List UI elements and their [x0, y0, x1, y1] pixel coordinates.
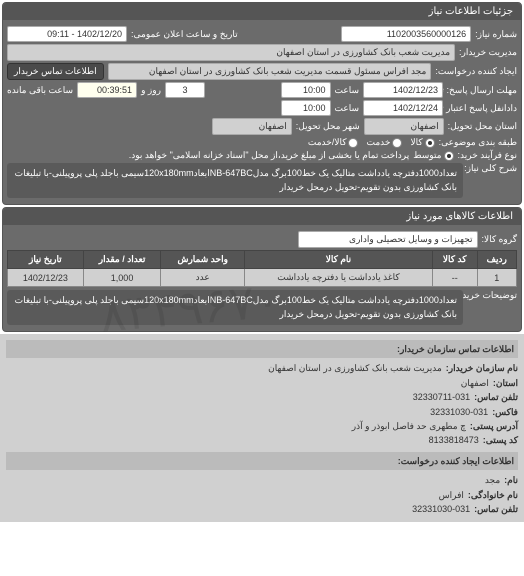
- remaining-label: ساعت باقی مانده: [7, 85, 73, 96]
- creator-family-value: افراس: [439, 488, 464, 502]
- buyer-mgmt-field: مدیریت شعب بانک کشاورزی در استان اصفهان: [7, 44, 455, 61]
- address-value: چ مطهری حد فاصل ابوذر و آذر: [352, 419, 466, 433]
- radio-khedmat-label: خدمت: [366, 137, 390, 148]
- delivery-city-label: شهر محل تحویل:: [296, 121, 360, 132]
- table-row[interactable]: 1--کاغذ یادداشت یا دفترچه یادداشتعدد1,00…: [8, 269, 517, 287]
- table-header: تعداد / مقدار: [83, 251, 161, 269]
- table-cell: 1,000: [83, 269, 161, 287]
- postal-label: کد پستی:: [483, 433, 518, 447]
- delivery-state-label: استان محل تحویل:: [448, 121, 517, 132]
- days-field: 3: [165, 82, 205, 98]
- creator-name-value: مجد: [485, 473, 500, 487]
- radio-khedmat[interactable]: خدمت: [366, 137, 402, 148]
- table-header: واحد شمارش: [161, 251, 245, 269]
- budget-label: طبقه بندی موضوعی:: [439, 137, 517, 148]
- radio-kala-khedmat[interactable]: کالا/خدمت: [308, 137, 359, 148]
- main-panel-header[interactable]: جزئیات اطلاعات نیاز: [3, 3, 521, 20]
- state-value: اصفهان: [461, 376, 489, 390]
- buyer-note-text: تعداد1000دفترچه یادداشت متالیک یک خط100ب…: [7, 290, 463, 325]
- contact-panel-header: اطلاعات تماس سازمان خریدار:: [6, 340, 518, 358]
- table-cell: 1: [477, 269, 517, 287]
- table-header: تاریخ نیاز: [8, 251, 84, 269]
- org-value: مدیریت شعب بانک کشاورزی در استان اصفهان: [268, 361, 442, 375]
- category-radio-group: کالا خدمت کالا/خدمت: [308, 137, 435, 148]
- creator-name-label: نام:: [504, 473, 518, 487]
- creator-phone-label: تلفن تماس:: [474, 502, 518, 516]
- exec-time: 10:00: [281, 100, 331, 116]
- table-cell: کاغذ یادداشت یا دفترچه یادداشت: [244, 269, 432, 287]
- table-header: کد کالا: [432, 251, 477, 269]
- deadline-time: 10:00: [281, 82, 331, 98]
- delivery-city: اصفهان: [212, 118, 292, 135]
- time-label-2: ساعت: [335, 103, 360, 114]
- creator-family-label: نام خانوادگی:: [468, 488, 518, 502]
- buyer-note-label: توضیحات خریدار:: [467, 290, 517, 301]
- creator-field: مجد افراس مسئول قسمت مدیریت شعب بانک کشا…: [108, 63, 432, 80]
- table-header: نام کالا: [244, 251, 432, 269]
- exec-date: 1402/12/24: [363, 100, 443, 116]
- table-header: ردیف: [477, 251, 517, 269]
- radio-kala[interactable]: کالا: [410, 137, 434, 148]
- radio-kala-khedmat-label: کالا/خدمت: [308, 137, 347, 148]
- fax-value: 32331030-031: [430, 405, 488, 419]
- phone-label: تلفن تماس:: [474, 390, 518, 404]
- goods-table: ردیفکد کالانام کالاواحد شمارشتعداد / مقد…: [7, 250, 517, 287]
- state-label: استان:: [493, 376, 518, 390]
- datetime-field: 1402/12/20 - 09:11: [7, 26, 127, 42]
- procure-label: نوع فرآیند خرید:: [458, 150, 518, 161]
- radio-mid[interactable]: متوسط: [413, 150, 453, 161]
- buyer-contact-button[interactable]: اطلاعات تماس خریدار: [7, 63, 104, 80]
- group-field: تجهیزات و وسایل تحصیلی واداری: [298, 231, 478, 248]
- number-label: شماره نیاز:: [475, 29, 517, 40]
- remaining-time: 00:39:51: [97, 85, 132, 95]
- delivery-state: اصفهان: [364, 118, 444, 135]
- deadline-label: مهلت ارسال پاسخ: تا تاریخ:: [447, 85, 517, 96]
- deadline-date: 1402/12/23: [363, 82, 443, 98]
- fax-label: فاکس:: [492, 405, 518, 419]
- table-cell: 1402/12/23: [8, 269, 84, 287]
- datetime-label: تاریخ و ساعت اعلان عمومی:: [131, 29, 238, 40]
- exec-label: دادانفل پاسخ اعتبار تاریخ: تا قیمت:: [447, 103, 517, 114]
- procure-note: پرداخت تمام یا بخشی از مبلغ خرید،از محل …: [7, 150, 409, 161]
- creator-phone-value: 32331030-031: [412, 502, 470, 516]
- desc-text: تعداد1000دفترچه یادداشت متالیک یک خط100ب…: [7, 163, 463, 198]
- creator-panel-header: اطلاعات ایجاد کننده درخواست:: [6, 452, 518, 470]
- phone-value: 32330711-031: [413, 390, 470, 404]
- org-label: نام سازمان خریدار:: [446, 361, 518, 375]
- goods-panel-header[interactable]: اطلاعات کالاهای مورد نیاز: [3, 208, 521, 225]
- radio-kala-label: کالا: [410, 137, 422, 148]
- buyer-mgmt-label: مدیریت خریدار:: [459, 47, 517, 58]
- address-label: آدرس پستی:: [470, 419, 518, 433]
- table-cell: --: [432, 269, 477, 287]
- desc-label: شرح کلی نیاز:: [467, 163, 517, 174]
- time-label-1: ساعت: [335, 85, 360, 96]
- request-number: 1102003560000126: [341, 26, 471, 42]
- table-cell: عدد: [161, 269, 245, 287]
- creator-label: ایجاد کننده درخواست:: [435, 66, 517, 77]
- days-label: روز و: [141, 85, 161, 96]
- postal-value: 8133818473: [429, 433, 479, 447]
- group-label: گروه کالا:: [482, 234, 517, 245]
- radio-mid-label: متوسط: [413, 150, 441, 161]
